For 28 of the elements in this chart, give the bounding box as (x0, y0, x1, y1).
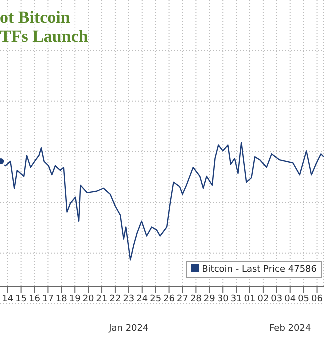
x-tick-label: 25 (150, 294, 162, 304)
x-tick-label: 29 (204, 294, 216, 304)
x-tick-label: 05 (298, 294, 310, 304)
x-tick-label: 28 (190, 294, 202, 304)
x-tick-label: 22 (110, 294, 122, 304)
x-tick-label: 04 (284, 294, 296, 304)
x-tick-label: 03 (271, 294, 283, 304)
x-tick-label: 01 (244, 294, 256, 304)
x-tick-label: 23 (123, 294, 135, 304)
legend-label: Bitcoin - Last Price 47586 (201, 265, 317, 275)
x-tick-label: 19 (69, 294, 82, 304)
x-tick-label: 24 (136, 294, 148, 304)
x-tick-label: 27 (177, 294, 188, 304)
text: Jan 2024 (108, 324, 150, 334)
x-tick-label: 02 (258, 294, 270, 304)
x-tick-label: 31 (230, 294, 242, 304)
x-tick-label: 15 (16, 294, 28, 304)
x-tick-label: 17 (42, 294, 54, 304)
x-tick-label: 18 (56, 294, 68, 304)
chart-title: ot Bitcoin TFs Launch (0, 8, 88, 46)
x-tick-label: 26 (164, 294, 176, 304)
x-tick-label: 14 (2, 294, 14, 304)
x-tick-label: 30 (217, 294, 230, 304)
x-tick-label: 06 (312, 294, 324, 304)
text: Feb 2024 (268, 324, 312, 334)
x-tick-label: 21 (96, 294, 108, 304)
x-tick-label: 16 (29, 294, 41, 304)
x-tick-label: 20 (82, 294, 95, 304)
